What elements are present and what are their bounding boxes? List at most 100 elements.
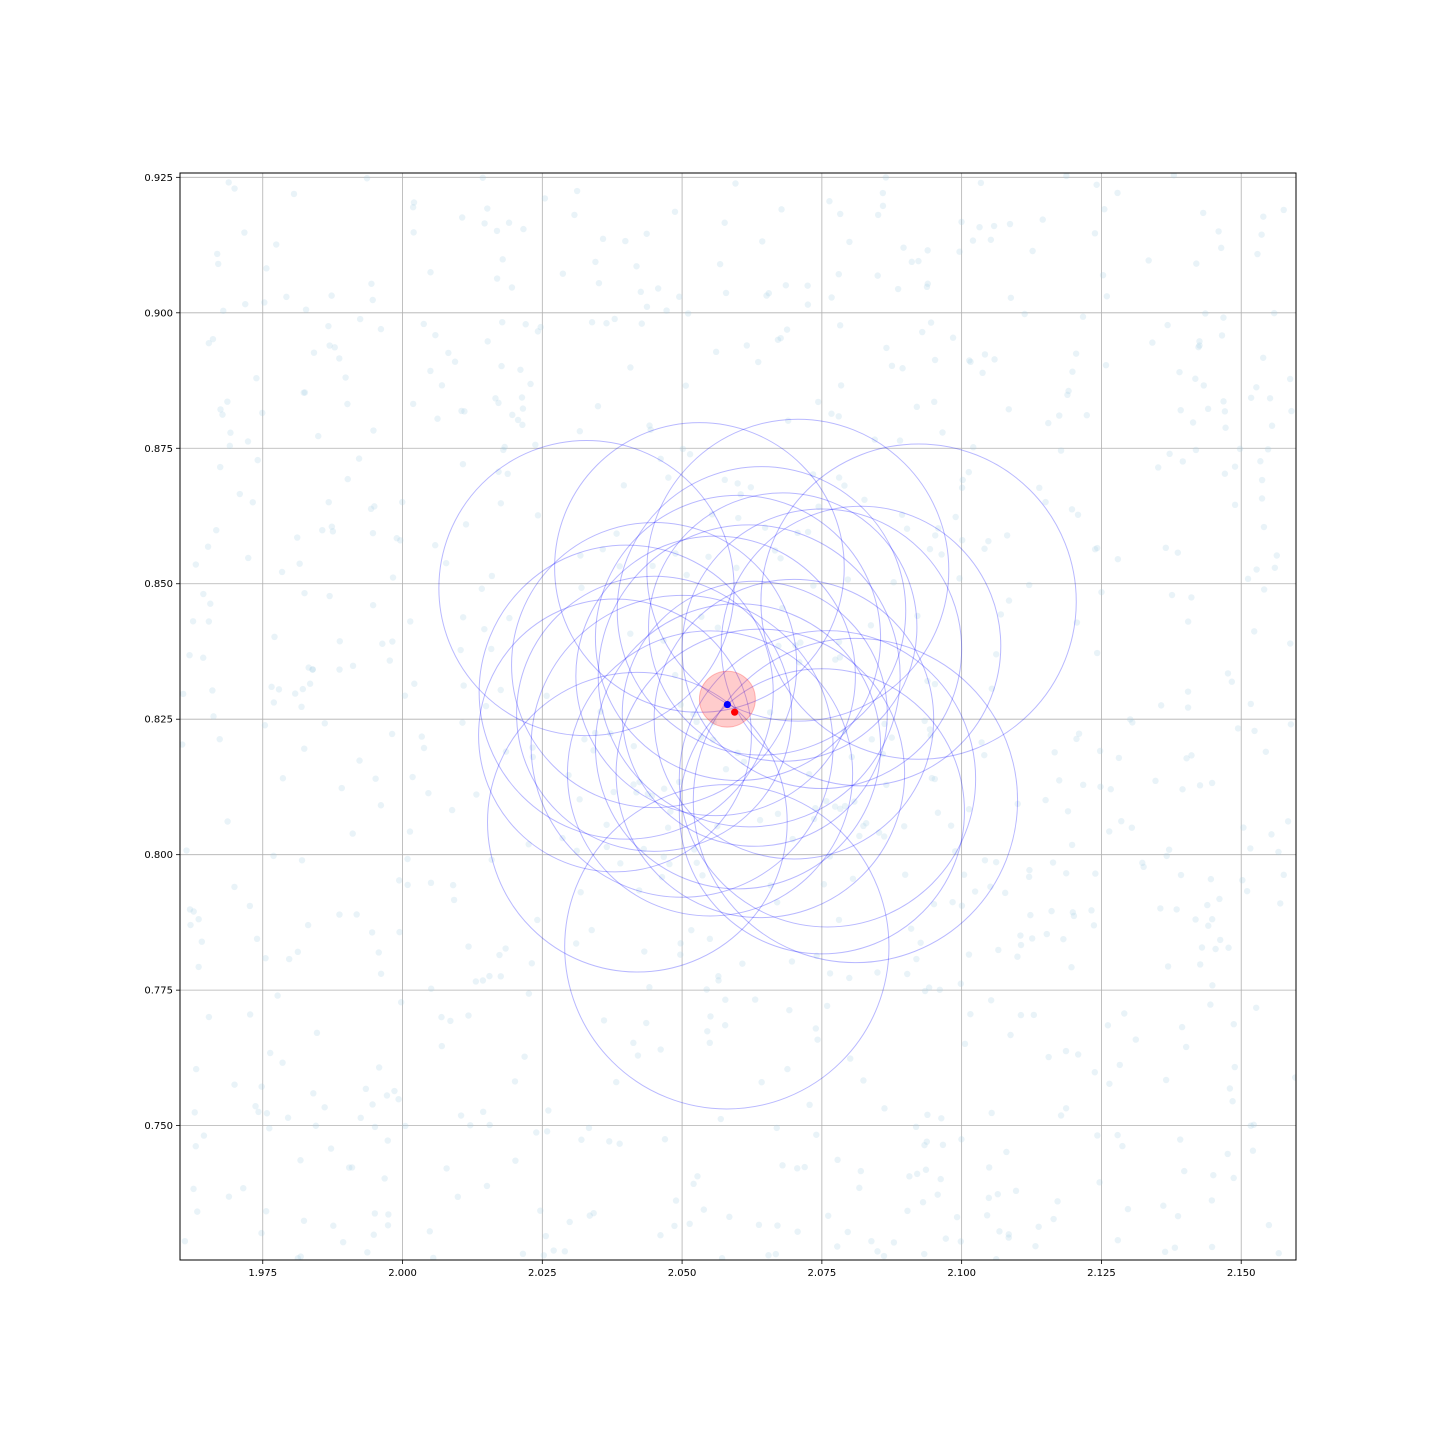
background-point — [1114, 555, 1122, 563]
background-point — [467, 1122, 474, 1129]
background-point — [1154, 464, 1162, 471]
background-point — [309, 666, 316, 673]
background-point — [586, 1212, 593, 1219]
highlight-region — [698, 670, 756, 728]
background-point — [924, 247, 931, 254]
background-point — [204, 543, 212, 550]
background-point — [836, 322, 844, 329]
background-point — [393, 535, 400, 542]
background-point — [938, 551, 945, 558]
background-point — [1280, 871, 1287, 879]
background-point — [636, 778, 643, 786]
background-point — [894, 285, 902, 293]
background-point — [782, 282, 790, 289]
background-point — [908, 258, 915, 266]
background-point — [1106, 828, 1113, 835]
background-point — [1094, 1132, 1101, 1139]
background-point — [971, 888, 979, 895]
background-point — [657, 455, 664, 463]
background-point — [181, 1237, 189, 1245]
background-point — [294, 534, 301, 541]
background-point — [1074, 511, 1082, 518]
background-point — [837, 382, 845, 389]
background-point — [1210, 1171, 1217, 1179]
background-point — [1030, 1011, 1038, 1019]
background-point — [385, 1211, 392, 1218]
background-point — [577, 552, 584, 559]
background-point — [1240, 824, 1247, 831]
background-point — [958, 484, 966, 491]
background-point — [1099, 271, 1107, 279]
background-point — [921, 1250, 928, 1258]
background-point — [1208, 779, 1216, 787]
background-point — [1075, 730, 1083, 737]
background-point — [844, 576, 852, 583]
background-point — [898, 511, 906, 518]
background-point — [541, 195, 549, 202]
background-point — [300, 389, 307, 396]
background-point — [607, 730, 614, 737]
background-point — [310, 1090, 317, 1097]
background-point — [409, 400, 417, 408]
background-point — [1064, 808, 1072, 815]
background-point — [484, 338, 491, 345]
background-point — [225, 1193, 233, 1200]
background-point — [879, 189, 887, 197]
background-point — [774, 810, 782, 818]
background-point — [646, 984, 653, 991]
background-point — [740, 758, 748, 765]
background-point — [532, 441, 539, 448]
background-point — [747, 484, 755, 491]
background-point — [344, 475, 351, 483]
background-point — [1161, 1248, 1169, 1256]
background-point — [479, 977, 487, 984]
background-point — [1205, 922, 1212, 929]
background-point — [534, 328, 542, 335]
background-point — [815, 398, 822, 406]
background-point — [1073, 735, 1080, 743]
background-point — [1090, 922, 1098, 929]
background-point — [922, 1166, 930, 1173]
background-point — [739, 960, 746, 967]
background-point — [180, 741, 186, 748]
background-point — [879, 202, 887, 210]
background-point — [259, 409, 266, 417]
background-point — [771, 547, 779, 554]
background-point — [1216, 936, 1224, 944]
background-point — [792, 642, 799, 649]
background-point — [409, 204, 417, 211]
background-point — [349, 662, 357, 670]
background-point — [841, 482, 848, 489]
background-point — [804, 528, 812, 536]
background-point — [708, 511, 716, 518]
background-point — [427, 367, 434, 375]
background-point — [919, 1199, 927, 1206]
background-point — [1273, 552, 1280, 559]
background-point — [931, 775, 939, 783]
background-point — [370, 427, 377, 434]
background-point — [275, 686, 283, 693]
background-point — [942, 1235, 950, 1242]
background-point — [512, 1157, 519, 1164]
background-point — [675, 778, 683, 786]
background-point — [868, 1237, 875, 1245]
background-point — [1006, 220, 1014, 228]
background-point — [506, 614, 513, 622]
background-point — [1224, 1150, 1231, 1158]
background-point — [377, 325, 385, 333]
background-point — [578, 584, 585, 591]
background-point — [1239, 876, 1246, 884]
background-point — [1115, 754, 1123, 762]
background-point — [521, 1053, 528, 1060]
background-point — [965, 951, 973, 958]
radius-circle — [653, 578, 935, 860]
background-point — [1177, 871, 1185, 879]
background-point — [561, 1248, 569, 1255]
background-point — [391, 1087, 398, 1095]
background-point — [881, 833, 888, 840]
background-point — [1174, 549, 1182, 556]
background-point — [1162, 1076, 1170, 1084]
background-point — [966, 357, 973, 364]
background-point — [979, 369, 986, 377]
background-point — [896, 437, 904, 444]
